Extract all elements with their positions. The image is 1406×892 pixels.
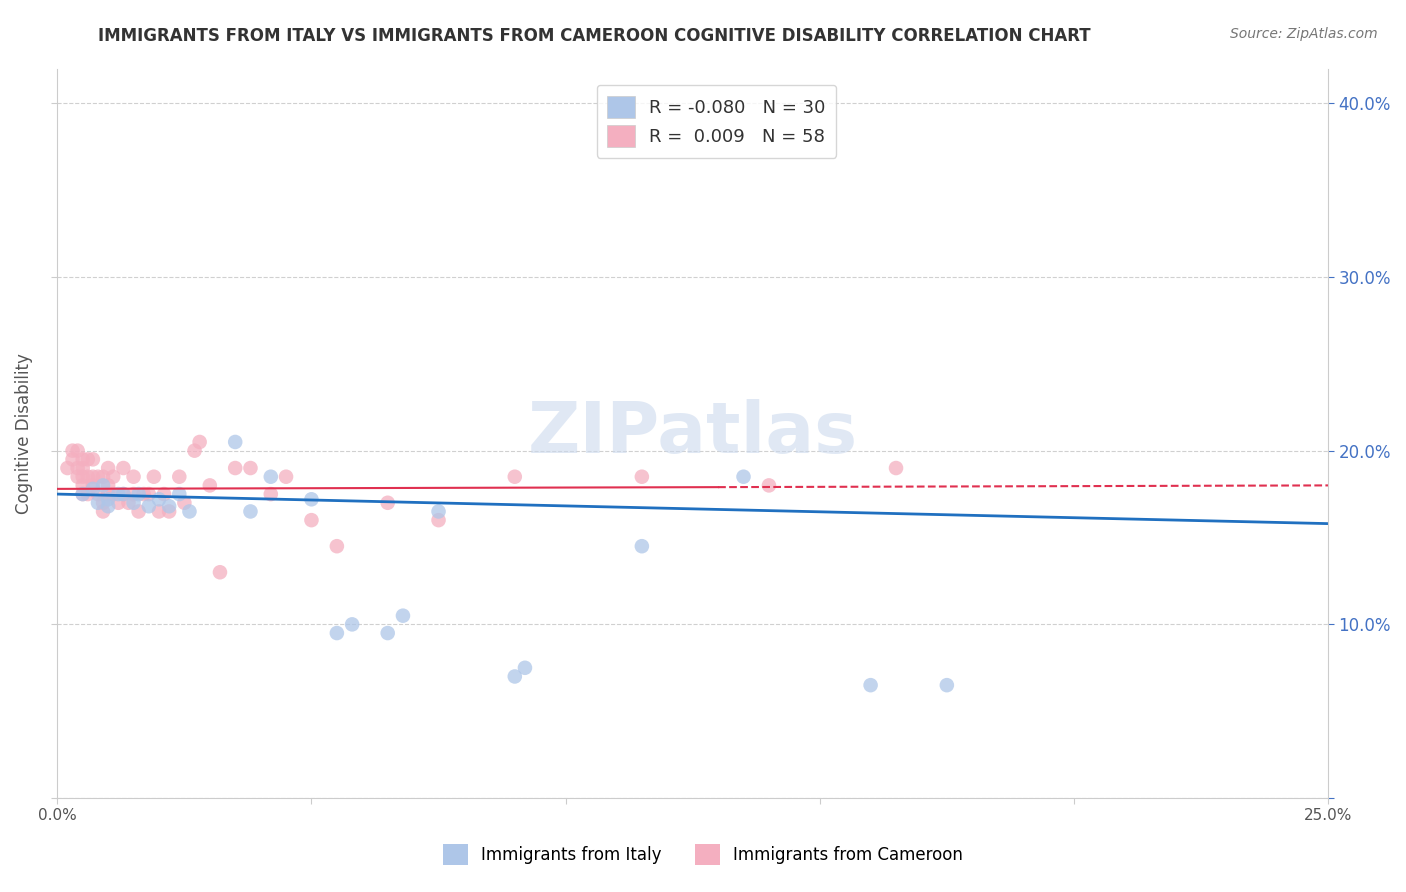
Point (239, 504, 262, 518)
Point (62, 443, 84, 458)
Point (76, 452, 98, 467)
Point (179, 504, 201, 518)
Point (183, 443, 205, 458)
Point (340, 617, 363, 632)
Point (66, 443, 89, 458)
Point (87, 496, 110, 510)
Point (107, 487, 129, 501)
Point (66, 461, 89, 475)
Point (188, 434, 211, 449)
Point (82, 452, 104, 467)
Point (274, 469, 297, 483)
Point (112, 487, 135, 501)
Point (138, 487, 160, 501)
Point (260, 469, 283, 483)
Point (631, 469, 654, 483)
Point (503, 669, 526, 683)
Point (107, 496, 129, 510)
Point (758, 478, 780, 492)
Point (733, 469, 755, 483)
Point (169, 469, 191, 483)
Point (122, 469, 145, 483)
Point (301, 513, 323, 527)
Point (138, 500, 160, 514)
Text: ZIPatlas: ZIPatlas (527, 399, 858, 467)
Text: Source: ZipAtlas.com: Source: ZipAtlas.com (1230, 27, 1378, 41)
Point (87, 487, 110, 501)
Point (631, 539, 654, 553)
Point (72, 487, 94, 501)
Point (859, 678, 882, 692)
Point (427, 513, 450, 527)
Point (503, 469, 526, 483)
Point (260, 487, 283, 501)
Point (224, 461, 246, 475)
Point (76, 487, 98, 501)
Legend: Immigrants from Italy, Immigrants from Cameroon: Immigrants from Italy, Immigrants from C… (433, 834, 973, 875)
Point (72, 452, 94, 467)
Point (82, 469, 104, 483)
Point (326, 626, 349, 640)
Y-axis label: Cognitive Disability: Cognitive Disability (15, 353, 32, 514)
Point (122, 487, 145, 501)
Point (427, 504, 450, 518)
Point (301, 492, 323, 507)
Point (103, 469, 125, 483)
Text: IMMIGRANTS FROM ITALY VS IMMIGRANTS FROM CAMEROON COGNITIVE DISABILITY CORRELATI: IMMIGRANTS FROM ITALY VS IMMIGRANTS FROM… (98, 27, 1091, 45)
Point (169, 487, 191, 501)
Point (326, 539, 349, 553)
Point (117, 496, 139, 510)
Point (91, 504, 114, 518)
Point (153, 487, 176, 501)
Legend: R = -0.080   N = 30, R =  0.009   N = 58: R = -0.080 N = 30, R = 0.009 N = 58 (596, 85, 837, 158)
Point (87, 469, 110, 483)
Point (128, 487, 150, 501)
Point (82, 478, 104, 492)
Point (513, 661, 536, 675)
Point (91, 469, 114, 483)
Point (97, 478, 120, 492)
Point (935, 678, 957, 692)
Point (173, 496, 195, 510)
Point (56, 461, 79, 475)
Point (76, 469, 98, 483)
Point (97, 492, 120, 507)
Point (148, 492, 170, 507)
Point (91, 496, 114, 510)
Point (157, 500, 180, 514)
Point (72, 478, 94, 492)
Point (392, 608, 415, 623)
Point (112, 461, 135, 475)
Point (377, 626, 399, 640)
Point (72, 469, 94, 483)
Point (72, 487, 94, 501)
Point (148, 504, 170, 518)
Point (208, 566, 231, 580)
Point (97, 461, 120, 475)
Point (239, 461, 262, 475)
Point (103, 487, 125, 501)
Point (128, 504, 150, 518)
Point (122, 496, 145, 510)
Point (62, 452, 84, 467)
Point (82, 482, 104, 496)
Point (142, 469, 165, 483)
Point (97, 487, 120, 501)
Point (72, 461, 94, 475)
Point (132, 487, 155, 501)
Point (224, 434, 246, 449)
Point (157, 504, 180, 518)
Point (198, 478, 221, 492)
Point (97, 500, 120, 514)
Point (377, 496, 399, 510)
Point (91, 478, 114, 492)
Point (884, 461, 907, 475)
Point (66, 469, 89, 483)
Point (112, 487, 135, 501)
